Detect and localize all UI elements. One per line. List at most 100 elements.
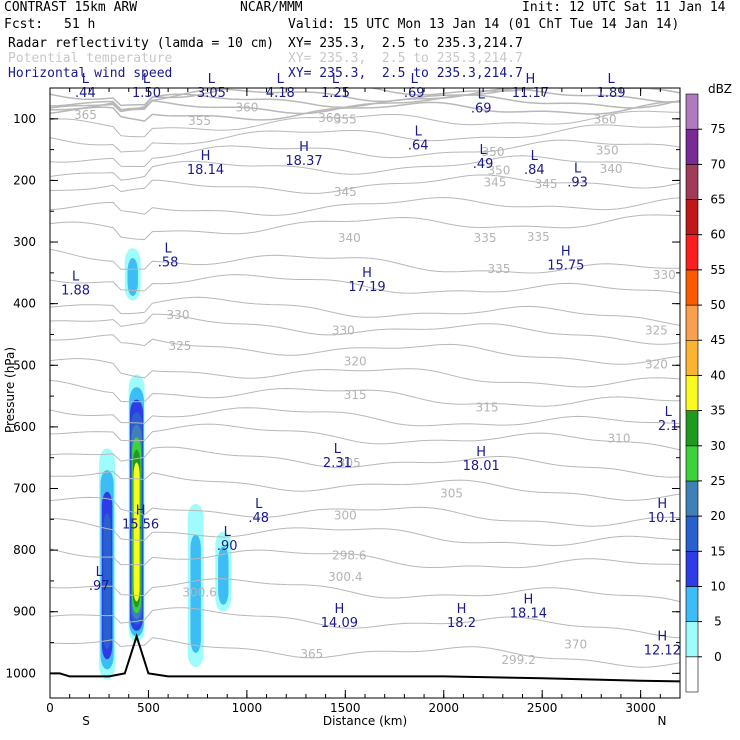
theta-label: 350 [596, 144, 619, 158]
theta-label: 330 [167, 308, 190, 322]
wind-extremum-type: L [255, 497, 263, 512]
field-name-theta: Potential temperature [8, 51, 173, 66]
theta-label: 345 [334, 185, 357, 199]
theta-contour-line [50, 578, 680, 603]
y-tick-label: 1000 [5, 666, 36, 680]
wind-extremum-value: .58 [158, 256, 179, 271]
theta-contour-line [50, 214, 680, 241]
colorbar: 0 5 10 15 20 25 30 35 40 45 50 55 60 65 70 75 dBZ [685, 82, 732, 693]
theta-label: 300 [334, 508, 357, 522]
wind-extremum-type: L [72, 269, 80, 284]
wind-extremum-value: .90 [217, 539, 238, 554]
theta-label: 305 [338, 456, 361, 470]
x-tick-label: 500 [137, 701, 160, 715]
wind-extremum-value: 12.12 [644, 644, 681, 659]
colorbar-swatch [685, 656, 699, 693]
theta-contour-line [50, 358, 680, 388]
colorbar-label: 45 [710, 333, 725, 347]
colorbar-swatch [685, 164, 699, 200]
theta-contour-line [50, 139, 680, 167]
wind-extremum-value: 18.01 [463, 459, 500, 474]
theta-label: 365 [300, 647, 323, 661]
wind-extremum-value: 18.14 [187, 163, 224, 178]
y-tick-label: 200 [13, 173, 36, 187]
theta-label: 350 [482, 145, 505, 159]
theta-label: 298.6 [332, 548, 366, 562]
theta-contour-line [50, 334, 680, 365]
colorbar-label: 0 [714, 650, 722, 664]
colorbar-label: 70 [710, 157, 725, 171]
x-tick-label: 2500 [527, 701, 558, 715]
wind-extremum-type: H [657, 630, 667, 645]
reflectivity-cell [190, 534, 201, 653]
wind-extremum-value: 15.75 [547, 259, 584, 274]
theta-label: 340 [600, 162, 623, 176]
wind-extremum-type: H [335, 602, 345, 617]
y-tick-label: 700 [13, 482, 36, 496]
reflectivity-layer [99, 248, 232, 680]
theta-label: 315 [344, 388, 367, 402]
wind-extremum-value: 1.25 [321, 86, 350, 101]
fcst-value: 51 h [64, 17, 96, 32]
colorbar-swatch [685, 199, 699, 236]
theta-contour-line [50, 407, 680, 427]
theta-label: 370 [564, 638, 587, 652]
theta-contour-line [50, 518, 680, 547]
wind-extremum-type: L [143, 72, 151, 87]
theta-contour-line [50, 637, 680, 668]
theta-label: 335 [474, 231, 497, 245]
wind-extremum-type: L [334, 442, 342, 457]
theta-contour-line [50, 313, 680, 345]
y-tick-label: 800 [13, 543, 36, 557]
theta-contour-line [50, 155, 680, 181]
wind-extremum-value: .49 [473, 157, 494, 172]
x-axis-label: Distance (km) [323, 714, 407, 728]
y-tick-label: 900 [13, 605, 36, 619]
wind-extremum-value: .64 [408, 139, 429, 154]
theta-label: 360 [594, 113, 617, 127]
y-tick-label: 500 [13, 358, 36, 372]
field-xy-wind: XY= 235.3, 2.5 to 235.3,214.7 [288, 66, 523, 81]
x-end-label-left: S [82, 714, 90, 728]
wind-extremum-type: L [224, 525, 232, 540]
wind-extremum-value: 1.88 [61, 283, 90, 298]
colorbar-label: 10 [710, 580, 725, 594]
x-tick-label: 1500 [330, 701, 361, 715]
theta-contour-line [50, 100, 680, 122]
y-axis-label: Pressure (hPa) [3, 347, 17, 433]
theta-label: 345 [483, 176, 506, 190]
theta-contour-line [50, 248, 680, 274]
theta-contour-line [50, 94, 680, 115]
wind-extremum-type: L [332, 72, 340, 87]
wind-extremum-type: H [299, 140, 309, 155]
theta-label: 340 [338, 231, 361, 245]
wind-extremum-value: 18.37 [285, 154, 322, 169]
theta-label: 299.2 [501, 653, 535, 667]
theta-contour-line [50, 548, 680, 569]
wind-extremum-value: .69 [471, 102, 492, 117]
theta-contour-line [50, 110, 680, 138]
theta-label: 365 [74, 108, 97, 122]
terrain-line [50, 633, 680, 683]
theta-contour-line [50, 88, 680, 111]
colorbar-label: 55 [710, 263, 725, 277]
colorbar-label: 25 [710, 474, 725, 488]
wind-extremum-value: 11.17 [512, 86, 549, 101]
wind-extremum-value: 14.09 [321, 616, 358, 631]
theta-contour-line [50, 174, 680, 194]
wind-extremum-type: L [208, 72, 216, 87]
wind-extremum-type: H [476, 445, 486, 460]
x-tick-label: 2000 [428, 701, 459, 715]
reflectivity-cell [127, 258, 138, 296]
wind-extremum-value: 3.05 [197, 86, 226, 101]
colorbar-swatch [685, 234, 699, 271]
theta-contour-line [50, 88, 680, 113]
field-name-reflectivity: Radar reflectivity (lamda = 10 cm) [8, 36, 275, 51]
field-xy-theta: XY= 235.3, 2.5 to 235.3,214.7 [288, 51, 523, 66]
init-time: Init: 12 UTC Sat 11 Jan 14 [522, 0, 726, 15]
theta-contour-line [50, 423, 680, 451]
wind-extremum-type: H [657, 497, 667, 512]
theta-contour-line [50, 470, 680, 501]
theta-label: 325 [645, 324, 668, 338]
